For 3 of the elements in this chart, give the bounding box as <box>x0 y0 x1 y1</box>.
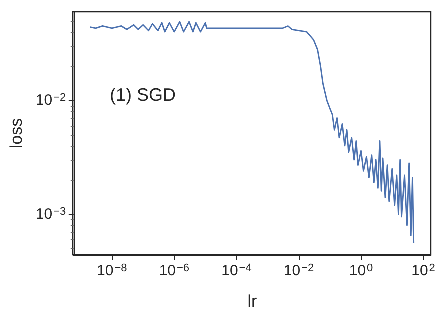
y-axis-title: loss <box>7 118 26 149</box>
x-axis-title: lr <box>248 292 258 311</box>
annotation: (1) SGD <box>110 85 176 105</box>
